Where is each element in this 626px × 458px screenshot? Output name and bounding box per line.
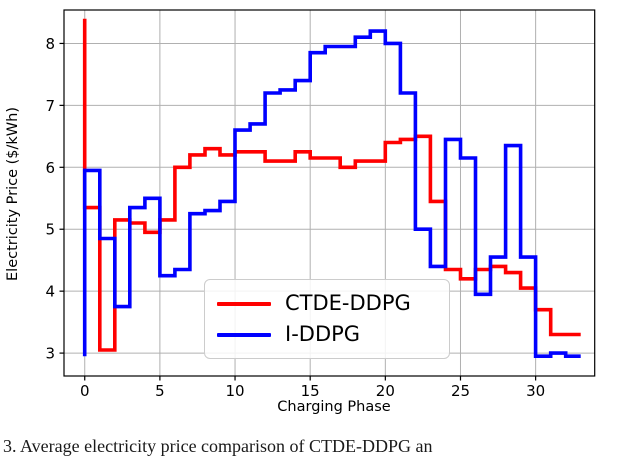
legend-label-i-ddpg: I-DDPG [285, 322, 361, 346]
legend-item-ctde-ddpg: CTDE-DDPG [217, 293, 439, 314]
legend-line-red [217, 301, 271, 306]
legend-line-blue [217, 332, 271, 337]
x-tick-label-25: 25 [451, 382, 470, 400]
legend: CTDE-DDPG I-DDPG [204, 279, 450, 359]
y-tick-label-5: 5 [45, 221, 55, 239]
y-axis-label: Electricity Price ($/kWh) [5, 107, 21, 281]
y-tick-label-7: 7 [45, 97, 55, 115]
x-tick-label-5: 5 [155, 382, 165, 400]
legend-item-i-ddpg: I-DDPG [217, 324, 439, 345]
x-tick-label-0: 0 [80, 382, 90, 400]
series-line-i-ddpg [82, 29, 581, 358]
figure-caption: 3. Average electricity price comparison … [3, 436, 433, 456]
y-tick-label-4: 4 [45, 283, 55, 301]
plot-border [63, 9, 596, 377]
legend-label-ctde-ddpg: CTDE-DDPG [285, 291, 411, 315]
x-tick-label-10: 10 [225, 382, 244, 400]
x-tick-label-15: 15 [301, 382, 320, 400]
x-axis-label: Charging Phase [277, 399, 391, 415]
chart-area: 0 5 10 15 20 25 30 3 4 5 6 7 8 Electricity Price ($/… [5, 9, 596, 415]
chart-canvas: 0 5 10 15 20 25 30 3 4 5 6 7 8 [45, 9, 596, 400]
y-tick-label-6: 6 [45, 159, 55, 177]
x-tick-label-20: 20 [376, 382, 395, 400]
y-tick-label-8: 8 [45, 35, 55, 53]
x-tick-label-30: 30 [526, 382, 545, 400]
y-tick-label-3: 3 [45, 345, 55, 363]
